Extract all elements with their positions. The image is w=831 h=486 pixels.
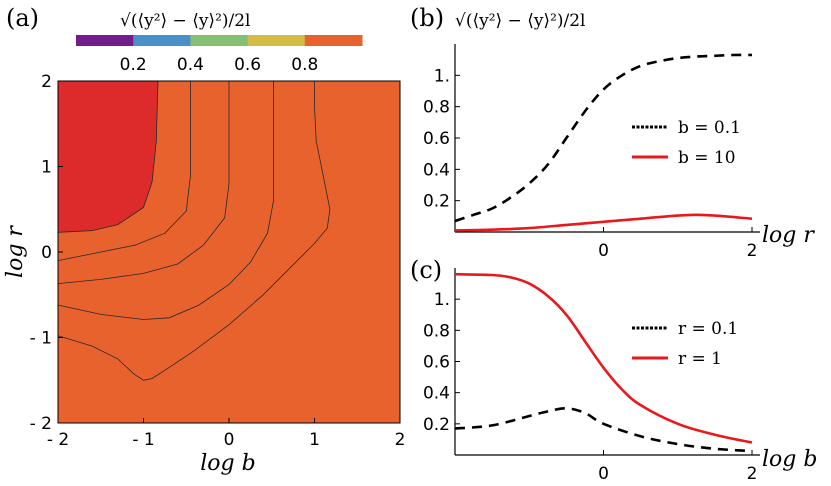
colorbar-tick-label: 0.2: [120, 55, 147, 75]
colorbar-segment-2: [133, 35, 191, 46]
contour-line-3: [57, 81, 230, 284]
panel-a-x-ticks: - 2 - 1 0 1 2: [47, 418, 406, 450]
x-tick-label: 2: [395, 430, 406, 450]
legend-label-1: b = 0.1: [678, 118, 741, 138]
x-tick-label: - 1: [132, 430, 154, 450]
panel-a-y-ticks: - 2 - 1 0 1 2: [30, 72, 63, 434]
contour-line-2: [57, 81, 274, 320]
colorbar-tick-label: 0.6: [234, 55, 261, 75]
panel-a-y-label: log r: [3, 225, 28, 278]
x-tick-label: 2: [747, 464, 758, 484]
panel-a: (a) √(⟨y²⟩ − ⟨y⟩²)/2l 0.2 0.4 0.6 0.8 - 2- …: [3, 4, 405, 476]
colorbar-segment-4: [247, 35, 306, 46]
y-tick-label: 0: [41, 243, 52, 263]
panel-a-label: (a): [6, 4, 39, 32]
colorbar: [76, 35, 363, 46]
colorbar-tick-label: 0.4: [177, 55, 204, 75]
y-tick-label: 2: [41, 72, 52, 92]
colorbar-segment-5: [304, 35, 363, 46]
y-tick-label: 0.6: [423, 353, 450, 373]
series-line-1: [454, 53, 753, 223]
panel-b-plot: 0.2 0.4 0.6 0.8 1. 0 2 b = 0.1 b = 10: [423, 44, 760, 261]
contour-line-4: [57, 81, 191, 261]
contour-region-5: [58, 81, 400, 423]
y-tick-label: 0.4: [423, 160, 450, 180]
x-tick-label: 0: [598, 464, 609, 484]
y-tick-label: 1.: [434, 66, 450, 86]
panel-c-plot: 0.2 0.4 0.6 0.8 1. 0 2 r = 0.1 r = 1: [423, 268, 760, 484]
colorbar-tick-labels: 0.2 0.4 0.6 0.8: [120, 55, 319, 75]
legend-label-2: b = 10: [678, 148, 736, 168]
colorbar-segment-1: [76, 35, 134, 46]
contour-plot: [57, 80, 400, 423]
panel-a-x-label: log b: [200, 451, 255, 476]
y-tick-label: 1: [41, 158, 52, 178]
panel-a-title: √(⟨y²⟩ − ⟨y⟩²)/2l: [120, 11, 251, 31]
series-line-2: [454, 272, 753, 444]
series-line-1: [454, 406, 753, 453]
y-tick-label: 0.2: [423, 415, 450, 435]
legend-label-1: r = 0.1: [678, 319, 738, 339]
y-tick-label: 0.8: [423, 98, 450, 118]
colorbar-tick-label: 0.8: [291, 55, 318, 75]
contour-line-1: [57, 81, 331, 381]
x-tick-label: 2: [747, 241, 758, 261]
x-tick-label: - 2: [47, 430, 69, 450]
panel-b-label: (b): [410, 4, 444, 32]
x-tick-label: 0: [224, 430, 235, 450]
panel-b-x-label: log r: [762, 223, 815, 248]
contour-line-5: [57, 80, 159, 233]
legend-label-2: r = 1: [678, 349, 722, 369]
panel-c-x-label: log b: [762, 447, 817, 472]
panel-b-title: √(⟨y²⟩ − ⟨y⟩²)/2l: [455, 11, 586, 31]
y-tick-label: - 1: [30, 329, 52, 349]
y-tick-label: 0.8: [423, 321, 450, 341]
x-tick-label: 1: [309, 430, 320, 450]
y-tick-label: - 2: [30, 414, 52, 434]
panel-c-label: (c): [410, 256, 442, 284]
y-tick-label: 1.: [434, 290, 450, 310]
y-tick-label: 0.6: [423, 129, 450, 149]
panel-b: (b) √(⟨y²⟩ − ⟨y⟩²)/2l 0.2 0.4 0.6 0.8 1. 0 2 b …: [410, 4, 815, 261]
series-line-2: [454, 213, 753, 232]
y-tick-label: 0.4: [423, 384, 450, 404]
x-tick-label: 0: [598, 241, 609, 261]
y-tick-label: 0.2: [423, 192, 450, 212]
panel-c: (c) 0.2 0.4 0.6 0.8 1. 0 2 r = 0.1 r = 1 log b: [410, 256, 817, 484]
colorbar-segment-3: [190, 35, 249, 46]
